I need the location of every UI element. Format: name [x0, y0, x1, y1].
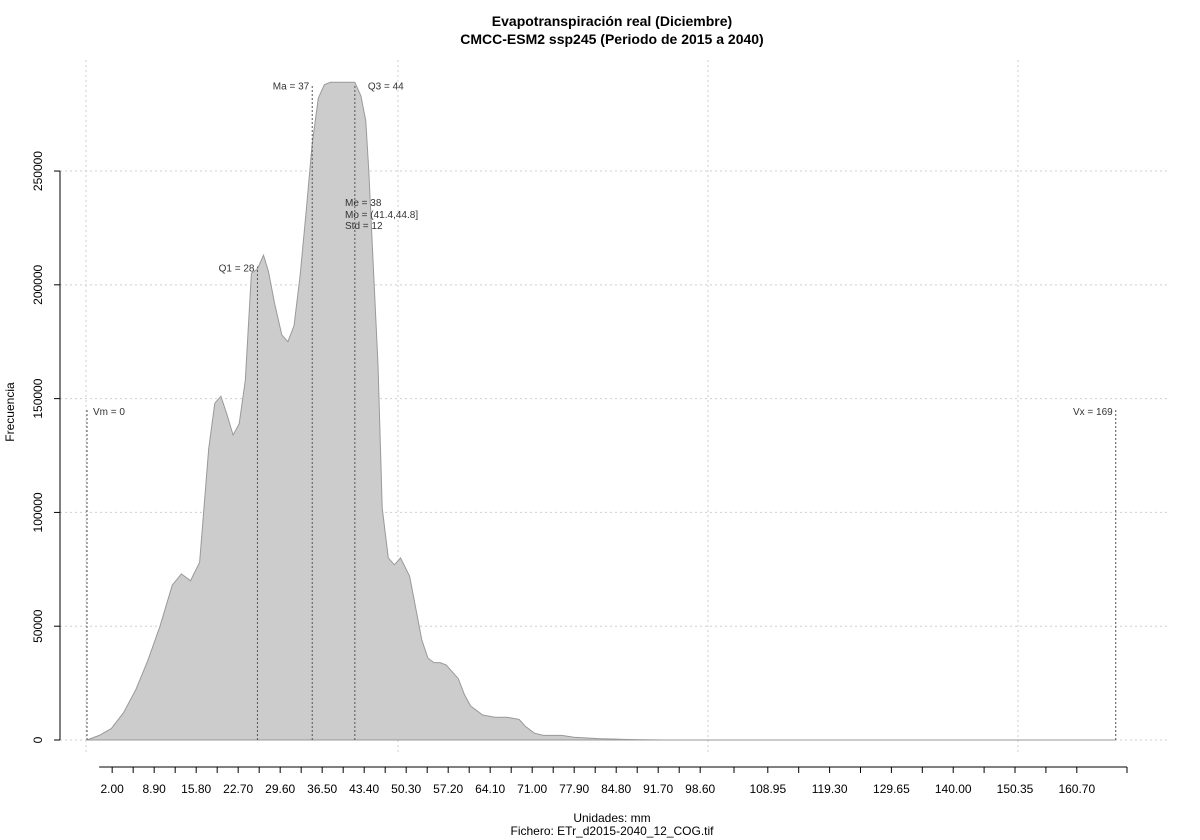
chart-subtitle: CMCC-ESM2 ssp245 (Periodo de 2015 a 2040…: [460, 31, 763, 47]
x-tick-label: 57.20: [433, 782, 463, 796]
y-tick-label: 250000: [31, 151, 45, 191]
x-tick-label: 98.60: [685, 782, 715, 796]
x-tick-label: 77.90: [559, 782, 589, 796]
x-tick-label: 29.60: [265, 782, 295, 796]
x-tick-label: 84.80: [601, 782, 631, 796]
y-axis-label: Frecuencia: [3, 382, 17, 442]
x-tick-label: 8.90: [142, 782, 166, 796]
density-area: [86, 81, 1116, 741]
x-axis-label: Unidades: mm: [573, 811, 650, 825]
x-tick-label: 119.30: [812, 782, 848, 796]
reference-lines: Vm = 0 Q1 = 28 Ma = 37 Q3 = 44 Vx = 169: [86, 82, 1117, 740]
x-tick-label: 108.95: [749, 782, 786, 796]
reference-label: Vx = 169: [1073, 407, 1113, 418]
x-tick-label: 140.00: [935, 782, 972, 796]
reference-label: Q3 = 44: [368, 82, 404, 93]
x-tick-label: 15.80: [181, 782, 211, 796]
x-tick-label: 2.00: [100, 782, 124, 796]
reference-label: Ma = 37: [273, 82, 310, 93]
file-caption: Fichero: ETr_d2015-2040_12_COG.tif: [511, 824, 715, 838]
y-tick-label: 0: [31, 736, 45, 743]
stat-median: Me = 38: [345, 198, 382, 209]
reference-label: Q1 = 28: [219, 264, 255, 275]
stat-mode: Mo = (41.4,44.8]: [345, 210, 418, 221]
x-tick-label: 91.70: [643, 782, 673, 796]
x-tick-label: 64.10: [475, 782, 505, 796]
x-tick-label: 71.00: [517, 782, 547, 796]
y-tick-label: 150000: [31, 378, 45, 418]
reference-label: Vm = 0: [93, 407, 125, 418]
x-axis: 2.00 8.90 15.80 22.70 29.60 36.50 43.40 50.30 57…: [99, 766, 1128, 796]
stats-block: Me = 38 Mo = (41.4,44.8] Std = 12: [345, 198, 418, 232]
x-tick-label: 129.65: [873, 782, 910, 796]
x-tick-label: 22.70: [223, 782, 253, 796]
y-tick-label: 100000: [31, 492, 45, 532]
x-tick-label: 150.35: [997, 782, 1034, 796]
x-tick-label: 160.70: [1058, 782, 1095, 796]
x-tick-label: 43.40: [349, 782, 379, 796]
x-tick-label: 36.50: [307, 782, 337, 796]
chart-title: Evapotranspiración real (Diciembre): [492, 13, 732, 29]
y-tick-label: 200000: [31, 264, 45, 304]
stat-std: Std = 12: [345, 221, 383, 232]
x-tick-label: 50.30: [391, 782, 421, 796]
y-axis: 0 50000 100000 150000 200000 250000: [31, 151, 61, 743]
y-tick-label: 50000: [31, 609, 45, 643]
